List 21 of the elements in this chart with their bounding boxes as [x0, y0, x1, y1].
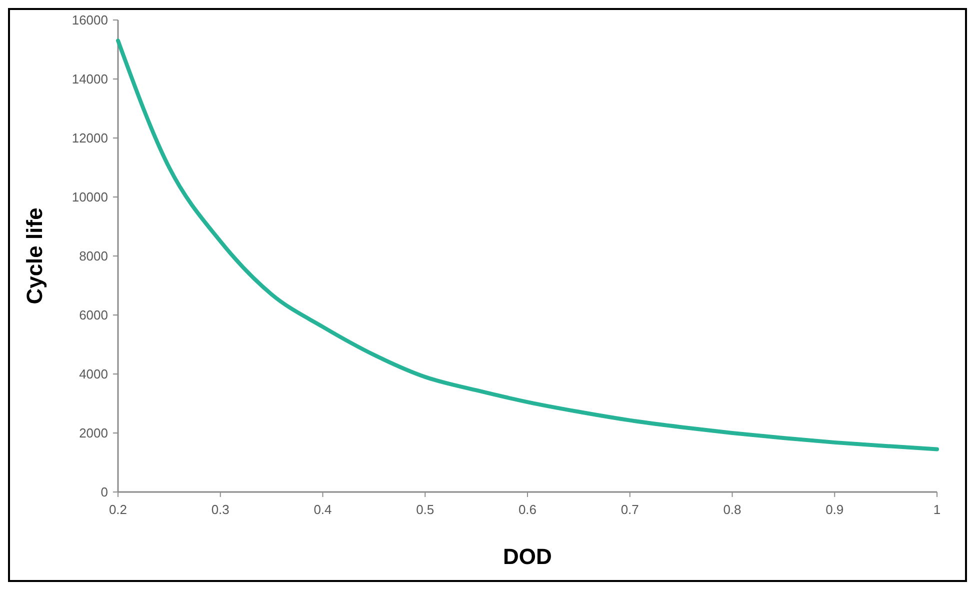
y-tick-label: 4000: [79, 366, 108, 382]
y-tick-label: 0: [100, 484, 108, 500]
x-tick-label: 0.9: [826, 502, 844, 517]
x-tick-label: 0.5: [416, 502, 434, 517]
y-tick-label: 16000: [72, 12, 108, 28]
y-tick-label: 2000: [79, 426, 108, 441]
y-tick-label: 8000: [79, 248, 108, 264]
x-tick-label: 0.3: [211, 502, 230, 517]
y-tick-label: 10000: [72, 190, 108, 205]
x-tick-label: 0.4: [314, 502, 332, 517]
x-axis-title: DOD: [503, 544, 552, 569]
y-tick-label: 6000: [79, 308, 108, 323]
x-tick-label: 1: [933, 502, 941, 517]
x-tick-label: 0.8: [723, 502, 742, 517]
y-axis-title: Cycle life: [22, 208, 47, 304]
x-tick-label: 0.6: [518, 502, 537, 517]
line-series: [116, 38, 939, 452]
y-tick-label: 14000: [72, 72, 108, 87]
x-tick-label: 0.7: [620, 502, 639, 517]
y-tick-label: 12000: [72, 130, 108, 146]
x-tick-label: 0.2: [108, 502, 128, 517]
